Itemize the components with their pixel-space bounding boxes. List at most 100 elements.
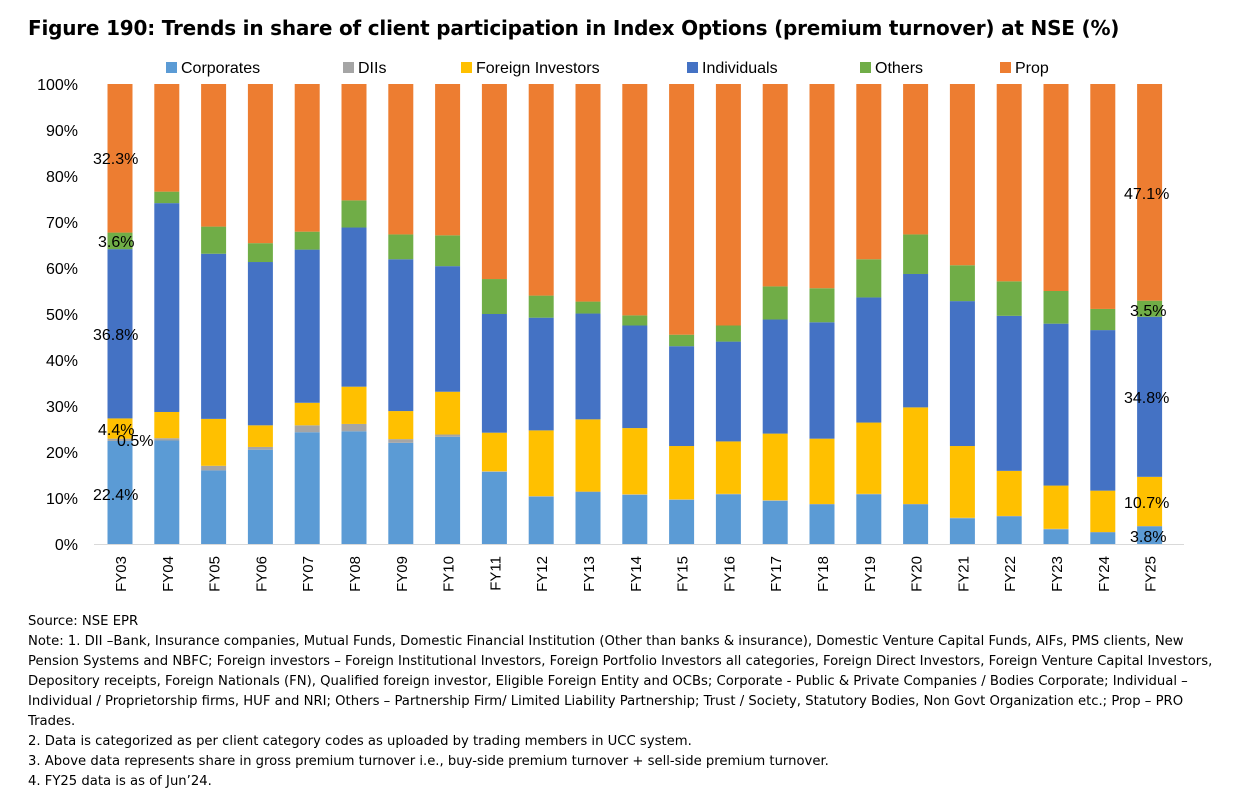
bar-foreign-investors-fy11	[481, 432, 507, 472]
bar-individuals-fy18	[809, 322, 835, 439]
x-tick-label: FY06	[253, 556, 270, 592]
data-label-individuals-fy03: 36.8%	[93, 327, 138, 344]
bar-prop-fy05	[201, 84, 227, 227]
bar-foreign-investors-fy05	[201, 418, 227, 466]
data-label-corporates-fy03: 22.4%	[93, 487, 138, 504]
bar-others-fy04	[154, 191, 180, 204]
bar-individuals-fy25	[1137, 316, 1163, 477]
data-label-prop-fy25: 47.1%	[1124, 186, 1169, 203]
bar-individuals-fy07	[294, 249, 320, 403]
bar-individuals-fy03	[107, 249, 133, 419]
x-tick-label: FY17	[768, 556, 785, 592]
bar-foreign-investors-fy14	[622, 428, 648, 495]
bar-diis-fy05	[201, 465, 227, 471]
x-tick-label: FY09	[394, 556, 411, 592]
bar-foreign-investors-fy09	[388, 411, 414, 440]
bar-others-fy06	[247, 243, 273, 263]
bar-prop-fy17	[762, 84, 788, 287]
note-3: 3. Above data represents share in gross …	[28, 754, 829, 769]
bar-individuals-fy17	[762, 319, 788, 434]
bar-foreign-investors-fy10	[435, 391, 461, 435]
y-tick-label: 0%	[55, 537, 78, 554]
bar-foreign-investors-fy19	[856, 422, 882, 494]
bar-corporates-fy20	[903, 504, 929, 544]
bar-others-fy05	[201, 226, 227, 254]
bar-corporates-fy13	[575, 492, 601, 544]
x-tick-label: FY16	[721, 556, 738, 592]
bar-individuals-fy14	[622, 325, 648, 429]
x-tick-label: FY04	[160, 556, 177, 592]
bar-corporates-fy24	[1090, 532, 1116, 544]
bar-prop-fy24	[1090, 84, 1116, 309]
bar-corporates-fy12	[528, 496, 554, 544]
bar-foreign-investors-fy17	[762, 433, 788, 501]
bar-prop-fy21	[949, 84, 975, 266]
bar-corporates-fy10	[435, 436, 461, 544]
legend: Corporates DIIs Foreign Investors Individua…	[166, 60, 1049, 77]
bar-others-fy12	[528, 295, 554, 318]
x-tick-label: FY19	[862, 556, 879, 592]
y-tick-label: 100%	[37, 77, 78, 94]
bar-individuals-fy12	[528, 317, 554, 431]
bar-others-fy18	[809, 288, 835, 323]
bar-foreign-investors-fy13	[575, 419, 601, 492]
x-tick-label: FY21	[955, 556, 972, 592]
bar-prop-fy22	[996, 84, 1022, 282]
bar-prop-fy07	[294, 84, 320, 232]
bar-foreign-investors-fy03	[107, 418, 133, 439]
note-2: 2. Data is categorized as per client cat…	[28, 734, 692, 749]
bar-prop-fy14	[622, 84, 648, 316]
data-label-diis-fy03: 0.5%	[117, 433, 153, 450]
y-tick-label: 80%	[46, 169, 78, 186]
bar-foreign-investors-fy08	[341, 386, 367, 424]
bar-others-fy08	[341, 200, 367, 228]
bar-diis-fy03	[107, 438, 133, 441]
bar-individuals-fy09	[388, 259, 414, 412]
bar-individuals-fy13	[575, 313, 601, 420]
bar-individuals-fy11	[481, 314, 507, 433]
bar-diis-fy04	[154, 438, 180, 441]
bar-corporates-fy18	[809, 504, 835, 544]
bar-individuals-fy16	[715, 341, 741, 442]
bar-diis-fy07	[294, 425, 320, 433]
bar-foreign-investors-fy18	[809, 438, 835, 504]
bar-individuals-fy05	[201, 253, 227, 419]
bar-prop-fy08	[341, 84, 367, 201]
bar-others-fy23	[1043, 291, 1069, 324]
x-tick-label: FY11	[487, 556, 504, 591]
bar-prop-fy04	[154, 84, 180, 192]
bar-corporates-fy25	[1137, 526, 1163, 544]
bar-corporates-fy14	[622, 494, 648, 544]
data-label-foreign-investors-fy25: 10.7%	[1124, 495, 1169, 512]
data-label-corporates-fy25: 3.8%	[1130, 529, 1166, 546]
bar-corporates-fy16	[715, 494, 741, 544]
bar-prop-fy20	[903, 84, 929, 235]
bar-others-fy03	[107, 232, 133, 250]
x-tick-label: FY10	[441, 556, 458, 592]
bar-prop-fy15	[669, 84, 695, 335]
bar-foreign-investors-fy23	[1043, 485, 1069, 529]
x-tick-label: FY15	[675, 556, 692, 592]
legend-swatch-others	[860, 62, 871, 73]
bar-foreign-investors-fy25	[1137, 476, 1163, 527]
legend-label-others: Others	[875, 60, 923, 77]
legend-swatch-foreign-investors	[461, 62, 472, 73]
y-tick-label: 30%	[46, 399, 78, 416]
bar-others-fy22	[996, 281, 1022, 316]
chart-title: Figure 190: Trends in share of client pa…	[28, 16, 1120, 40]
bar-others-fy20	[903, 234, 929, 274]
bar-prop-fy18	[809, 84, 835, 289]
y-tick-label: 10%	[46, 491, 78, 508]
x-tick-label: FY24	[1096, 556, 1113, 592]
stacked-bar-chart: Corporates DIIs Foreign Investors Individua…	[37, 60, 1184, 592]
bar-others-fy11	[481, 279, 507, 314]
x-tick-label: FY23	[1049, 556, 1066, 592]
legend-label-prop: Prop	[1015, 60, 1049, 77]
notes-block: Source: NSE EPR Note: 1. DII –Bank, Insu…	[28, 612, 1218, 792]
legend-swatch-diis	[343, 62, 354, 73]
y-tick-label: 50%	[46, 307, 78, 324]
data-labels: 22.4% 0.5%4.4% 36.8% 3.6% 32.3% 3.8% 10.7% 34.8…	[93, 151, 1169, 546]
note-1: Note: 1. DII –Bank, Insurance companies,…	[28, 634, 1213, 729]
bar-corporates-fy21	[949, 518, 975, 544]
note-4: 4. FY25 data is as of Jun’24.	[28, 774, 212, 789]
